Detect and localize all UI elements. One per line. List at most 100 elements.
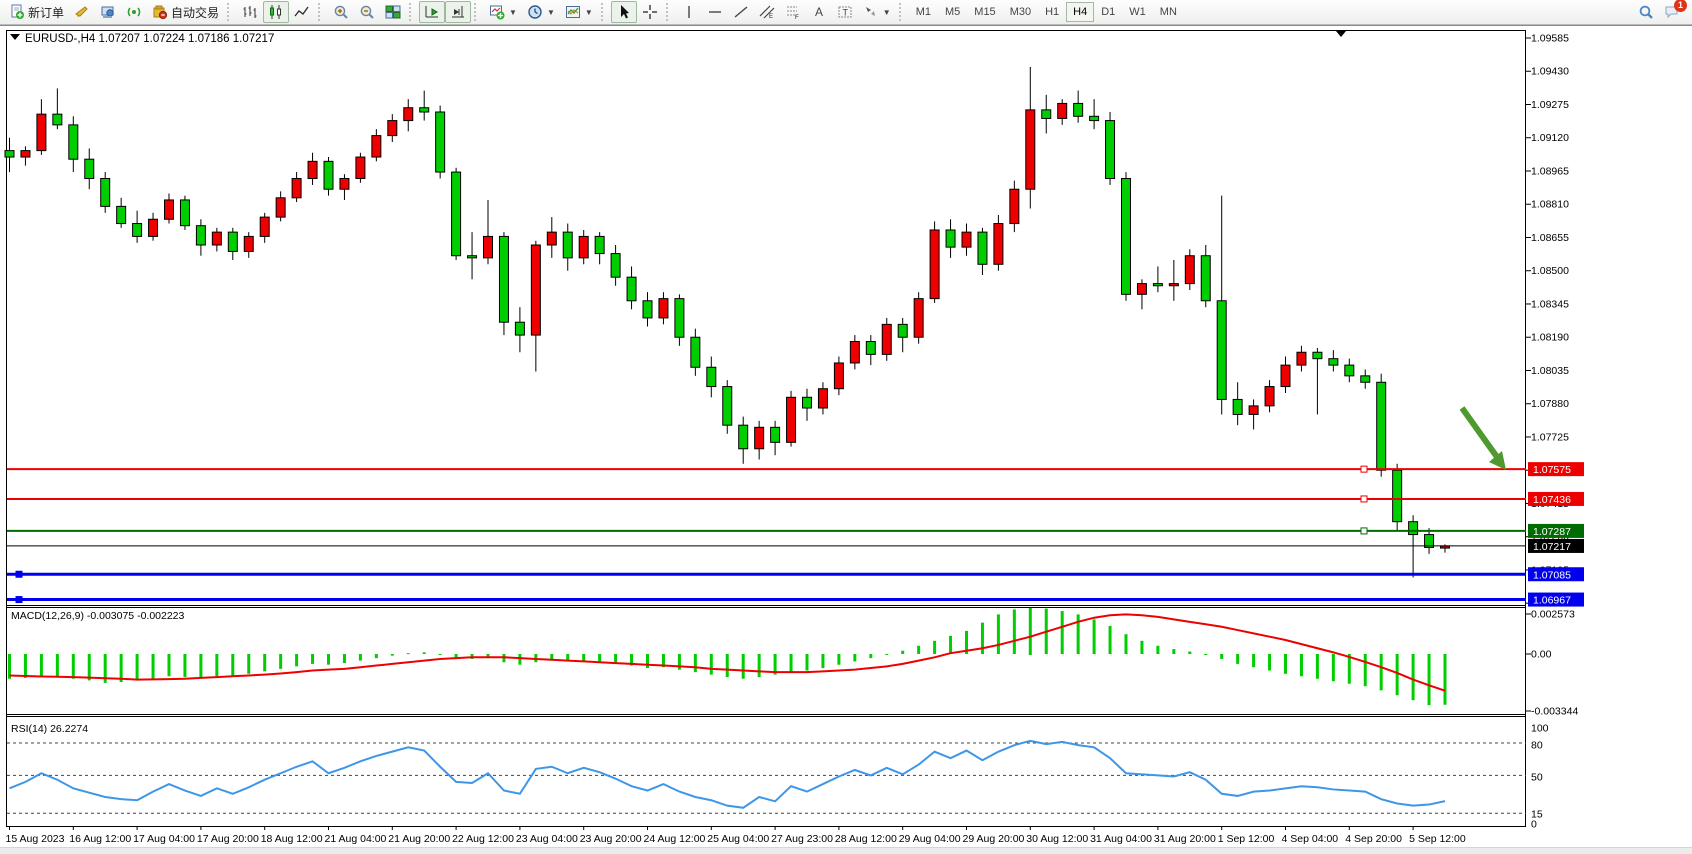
toolbar-group-cursor-tools — [610, 0, 663, 24]
line-chart-button[interactable] — [289, 1, 315, 23]
time-tick-label: 5 Sep 12:00 — [1409, 833, 1466, 845]
fibonacci-button[interactable]: F — [780, 1, 806, 23]
hline-handle[interactable] — [1360, 527, 1368, 535]
macd-histogram-bar — [1268, 654, 1272, 671]
bar-chart-icon — [243, 6, 257, 18]
macd-histogram-bar — [582, 654, 586, 661]
timeframe-H4-button[interactable]: H4 — [1066, 2, 1095, 22]
macd-histogram-bar — [342, 654, 346, 664]
chat-button[interactable]: 1 — [1664, 0, 1687, 20]
text-button[interactable]: A — [806, 1, 832, 23]
macd-histogram-bar — [1284, 654, 1287, 674]
channel-button[interactable]: E — [754, 1, 780, 23]
chart-shift-button[interactable] — [445, 1, 472, 23]
timeframe-D1-button[interactable]: D1 — [1101, 6, 1116, 18]
timeframe-MN-button[interactable]: MN — [1159, 6, 1177, 18]
toolbar-group-timeframes: M1 M5 M15 M30 H1 H4 D1 W1 MN — [909, 0, 1184, 24]
signals-button[interactable] — [121, 1, 147, 23]
macd-histogram-bar — [901, 650, 905, 654]
new-order-button[interactable]: 新订单 — [4, 1, 69, 24]
macd-histogram-bar — [119, 654, 123, 683]
candle — [1105, 112, 1116, 185]
macd-histogram-bar — [1252, 654, 1256, 668]
macd-histogram-bar — [135, 654, 139, 681]
time-tick-label: 29 Aug 20:00 — [963, 833, 1025, 845]
tile-windows-icon — [385, 5, 401, 19]
macd-histogram-bar — [789, 654, 793, 673]
macd-histogram-bar — [614, 654, 618, 664]
candle — [514, 307, 525, 353]
tile-windows-button[interactable] — [380, 1, 406, 23]
auto-trading-button[interactable]: 自动交易 — [147, 1, 224, 24]
macd-histogram-bar — [821, 654, 825, 669]
candle — [100, 172, 111, 213]
time-tick-label: 4 Sep 20:00 — [1345, 833, 1402, 845]
candle — [1328, 350, 1339, 372]
chart-shift-marker[interactable] — [1336, 31, 1346, 37]
macd-histogram-bar — [374, 654, 378, 659]
candle — [546, 217, 557, 258]
candle — [164, 193, 174, 224]
hline-handle[interactable] — [1360, 465, 1368, 473]
timeframe-H1-button[interactable]: H1 — [1045, 6, 1060, 18]
timeframe-M30-button[interactable]: M30 — [1009, 6, 1032, 18]
templates-button[interactable]: ▼ — [560, 1, 598, 23]
trendline-button[interactable] — [728, 1, 754, 23]
vertical-line-button[interactable] — [676, 1, 702, 23]
line-chart-icon — [294, 6, 309, 17]
candle — [1360, 369, 1371, 389]
timeframe-M1-button[interactable]: M1 — [915, 6, 931, 18]
channel-icon: E — [759, 5, 775, 20]
macd-histogram-bar — [949, 635, 953, 654]
hline-price-badge-label: 1.07085 — [1533, 569, 1571, 581]
market-watch-button[interactable] — [69, 1, 95, 23]
macd-histogram-bar — [151, 654, 155, 679]
chart-collapse-icon[interactable] — [10, 34, 20, 40]
candle — [1136, 279, 1147, 310]
macd-histogram-bar — [183, 654, 187, 678]
candle — [355, 152, 366, 183]
macd-histogram-bar — [1379, 654, 1383, 691]
auto-scroll-button[interactable] — [419, 1, 446, 23]
timeframe-M5-button[interactable]: M5 — [945, 6, 961, 18]
label-button[interactable]: T — [832, 1, 858, 23]
candle-chart-button[interactable] — [263, 1, 290, 23]
periods-button[interactable]: ▼ — [522, 1, 560, 23]
arrow-annotation[interactable] — [1459, 406, 1506, 470]
zoom-in-button[interactable] — [328, 1, 354, 23]
arrows-button[interactable]: ▼ — [858, 1, 896, 23]
timeframe-W1-button[interactable]: W1 — [1129, 6, 1146, 18]
time-tick-label: 18 Aug 12:00 — [261, 833, 323, 845]
macd-histogram-bar — [1156, 645, 1160, 654]
hline-handle[interactable] — [15, 570, 23, 578]
clock-icon — [528, 5, 542, 19]
indicators-button[interactable]: ▼ — [484, 1, 522, 23]
candle — [626, 266, 637, 310]
crosshair-button[interactable] — [637, 1, 663, 23]
hline-handle[interactable] — [15, 596, 23, 604]
horizontal-line-button[interactable] — [702, 1, 728, 23]
chart-title: EURUSD-,H4 1.07207 1.07224 1.07186 1.072… — [25, 33, 274, 45]
hline-price-badge — [1528, 523, 1584, 538]
bar-chart-button[interactable] — [237, 1, 263, 23]
timeframe-M15-button[interactable]: M15 — [974, 6, 996, 18]
chevron-down-icon: ▼ — [509, 7, 517, 17]
time-tick-label: 31 Aug 04:00 — [1090, 833, 1152, 845]
macd-histogram-bar — [693, 654, 697, 673]
candle — [1280, 356, 1291, 393]
zoom-out-button[interactable] — [354, 1, 380, 23]
cursor-button[interactable] — [610, 1, 637, 23]
status-strip — [0, 847, 1692, 854]
hline-handle[interactable] — [1360, 495, 1368, 503]
macd-histogram-bar — [1411, 654, 1415, 701]
svg-text:A: A — [815, 5, 823, 19]
candle — [706, 356, 717, 398]
candle — [1200, 244, 1211, 308]
price-tick-label: 1.08965 — [1531, 165, 1569, 177]
candle — [483, 199, 493, 265]
data-window-button[interactable] — [95, 1, 121, 23]
macd-histogram-bar — [917, 645, 921, 654]
macd-histogram-bar — [279, 654, 283, 669]
macd-histogram-bar — [295, 654, 299, 667]
search-button[interactable] — [1638, 4, 1654, 20]
